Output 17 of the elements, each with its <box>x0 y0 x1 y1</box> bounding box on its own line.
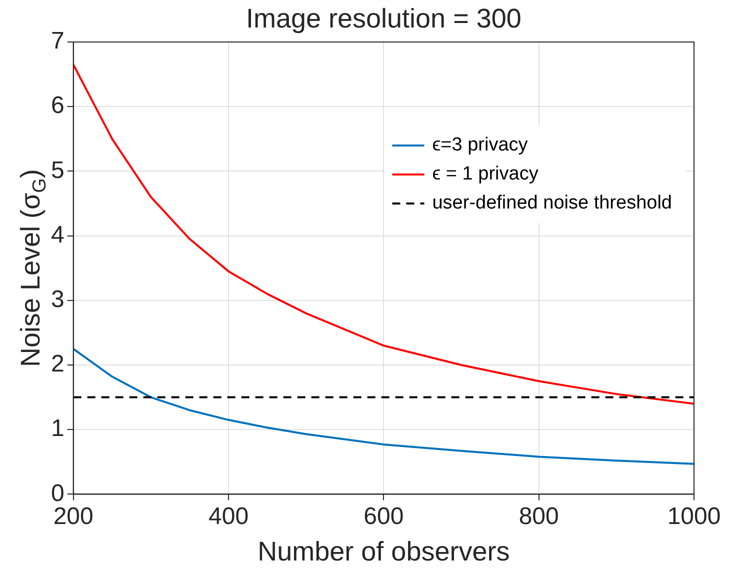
x-axis-title: Number of observers <box>258 536 510 566</box>
y-axis-title: Noise Level (σG) <box>15 169 50 368</box>
y-tick-label: 4 <box>50 221 64 248</box>
y-tick-label: 7 <box>50 28 64 55</box>
y-tick-label: 5 <box>50 156 64 184</box>
legend-label: ϵ=3 privacy <box>432 134 528 156</box>
x-tick-label: 800 <box>518 503 559 530</box>
y-tick-label: 3 <box>50 286 64 314</box>
chart-title: Image resolution = 300 <box>246 3 522 34</box>
legend-label: ϵ = 1 privacy <box>432 164 539 185</box>
y-tick-label: 2 <box>50 350 64 378</box>
y-tick-label: 1 <box>50 415 64 442</box>
x-tick-label: 400 <box>208 503 249 530</box>
x-tick-label: 600 <box>364 503 404 530</box>
x-tick-label: 1000 <box>667 503 721 530</box>
y-tick-label: 6 <box>50 92 64 120</box>
legend-label: user-defined noise threshold <box>432 192 672 214</box>
